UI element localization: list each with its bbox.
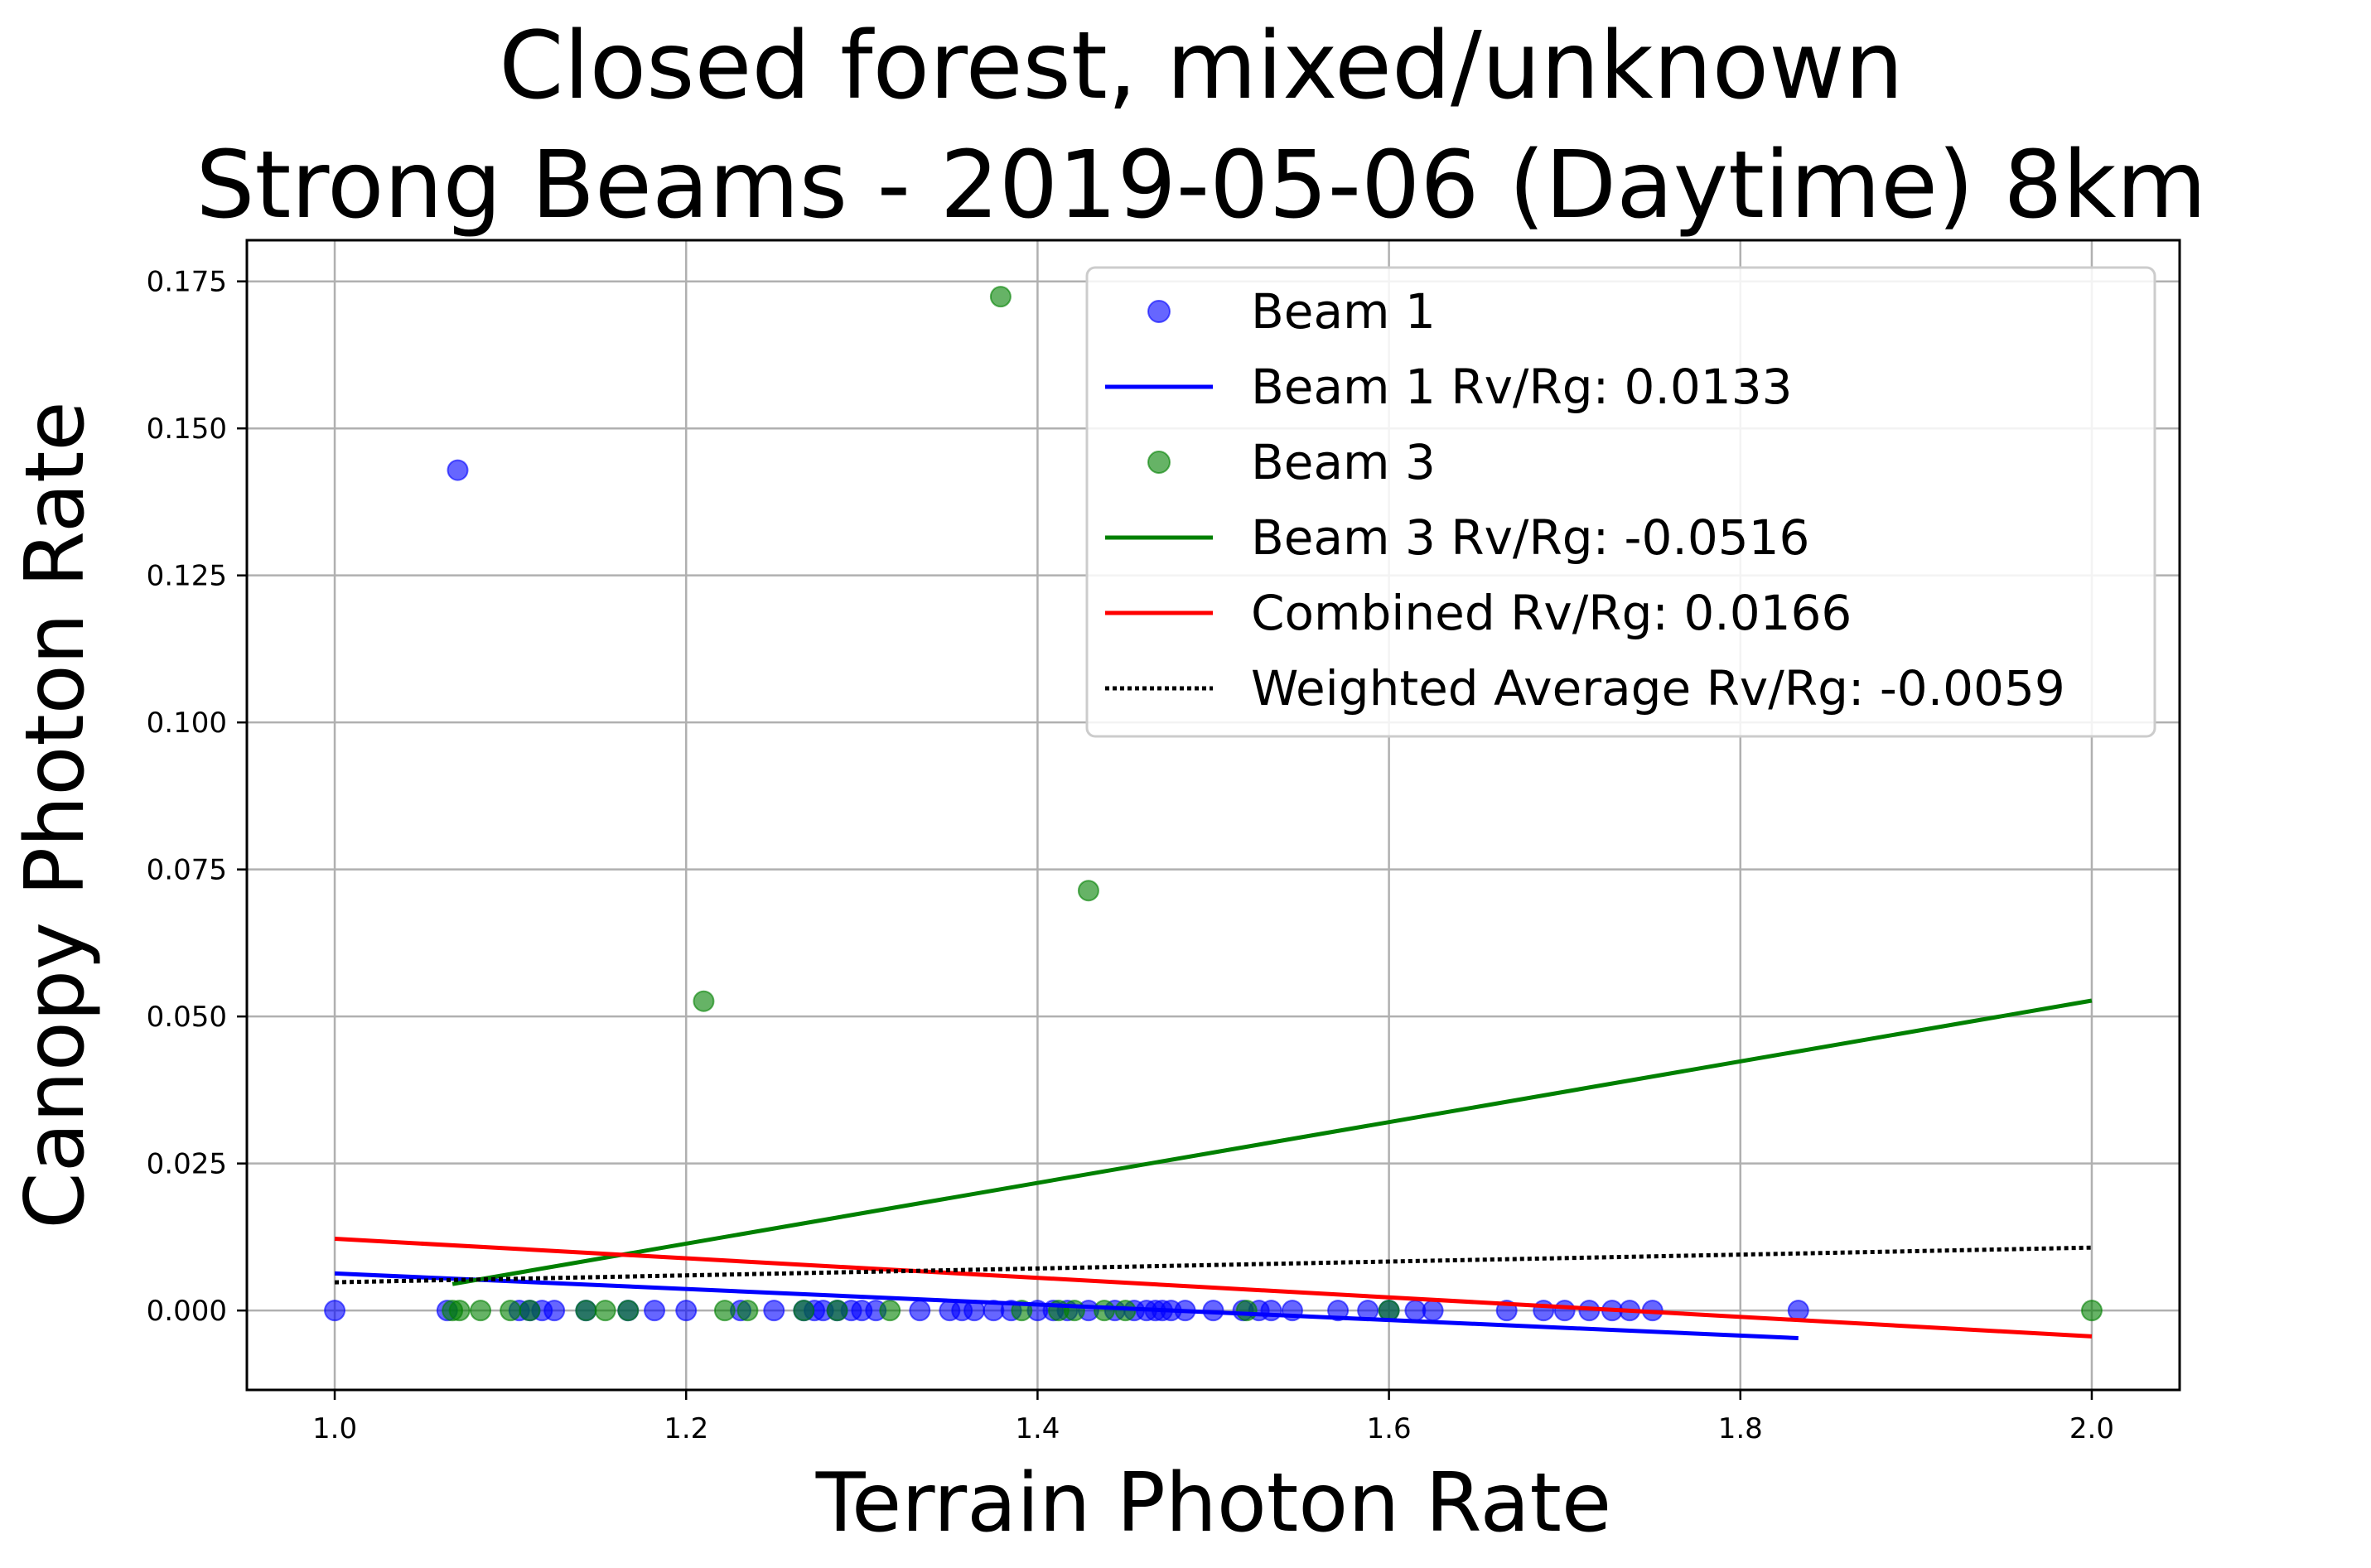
scatter-point-beam-1 [909, 1300, 931, 1322]
scatter-point-beam-1 [675, 1300, 698, 1322]
legend-marker [1147, 300, 1171, 323]
fit-line-1 [334, 1271, 1799, 1341]
scatter-point-beam-1 [1327, 1300, 1350, 1322]
scatter-point-beam-3 [879, 1300, 901, 1322]
y-tick-label: 0.100 [147, 707, 227, 740]
scatter-point-beam-3 [594, 1300, 616, 1322]
scatter-point-beam-3 [736, 1300, 759, 1322]
scatter-point-beam-3 [826, 1300, 848, 1322]
y-axis-ticks: 0.000 0.025 0.050 0.075 0.100 0.125 0.150 0.175 [147, 266, 247, 1328]
scatter-point-beam-3 [1077, 880, 1099, 902]
y-tick-label: 0.050 [147, 1001, 227, 1034]
scatter-point-beam-1 [1787, 1300, 1809, 1322]
y-tick-label: 0.150 [147, 413, 227, 446]
scatter-point-beam-3 [575, 1300, 597, 1322]
legend-label: Weighted Average Rv/Rg: -0.0059 [1251, 660, 2065, 716]
scatter-point-beam-1 [763, 1300, 785, 1322]
scatter-point-beam-3 [2080, 1300, 2103, 1322]
chart-title-line-2: Strong Beams - 2019-05-06 (Daytime) 8km [196, 132, 2206, 239]
scatter-point-beam-3 [1235, 1300, 1258, 1322]
scatter-point-beam-1 [1422, 1300, 1444, 1322]
scatter-point-beam-3 [1063, 1300, 1085, 1322]
scatter-point-beam-1 [1260, 1300, 1282, 1322]
legend-label: Beam 3 [1251, 434, 1436, 490]
scatter-point-beam-3 [519, 1300, 541, 1322]
chart-title-line-1: Closed forest, mixed/unknown [499, 12, 1903, 120]
y-tick-label: 0.025 [147, 1148, 227, 1181]
legend-label: Beam 1 Rv/Rg: 0.0133 [1251, 359, 1793, 415]
scatter-point-beam-3 [989, 286, 1012, 308]
scatter-point-beam-1 [324, 1300, 346, 1322]
x-axis-ticks: 1.0 1.2 1.4 1.6 1.8 2.0 [312, 1390, 2114, 1445]
y-tick-label: 0.125 [147, 560, 227, 593]
y-tick-label: 0.000 [147, 1295, 227, 1328]
scatter-point-beam-1 [447, 459, 469, 481]
legend-marker [1147, 451, 1171, 474]
fit-line-4 [334, 1237, 2093, 1339]
scatter-point-beam-3 [617, 1300, 640, 1322]
scatter-point-beam-3 [1094, 1300, 1116, 1322]
plot-marks [324, 286, 2103, 1341]
x-tick-label: 2.0 [2069, 1412, 2114, 1445]
legend: Beam 1 Beam 1 Rv/Rg: 0.0133 Beam 3 Beam 3 R… [1085, 266, 2156, 738]
scatter-point-beam-3 [500, 1300, 522, 1322]
fit-line-5 [334, 1245, 2093, 1285]
legend-box [1085, 266, 2156, 738]
y-axis-label: Canopy Photon Rate [8, 401, 103, 1228]
scatter-point-beam-3 [1378, 1300, 1400, 1322]
y-tick-label: 0.075 [147, 854, 227, 887]
x-tick-label: 1.2 [664, 1412, 708, 1445]
x-tick-label: 1.6 [1367, 1412, 1412, 1445]
y-tick-label: 0.175 [147, 266, 227, 299]
legend-label: Combined Rv/Rg: 0.0166 [1251, 585, 1852, 641]
scatter-point-beam-3 [713, 1300, 736, 1322]
x-tick-label: 1.0 [312, 1412, 357, 1445]
scatter-point-beam-3 [693, 990, 715, 1012]
scatter-point-beam-3 [448, 1300, 471, 1322]
x-axis-label: Terrain Photon Rate [815, 1456, 1611, 1551]
plot-frame [245, 239, 2181, 1392]
scatter-point-beam-1 [1553, 1300, 1576, 1322]
scatter-point-beam-3 [793, 1300, 815, 1322]
scatter-point-beam-3 [470, 1300, 492, 1322]
legend-label: Beam 1 [1251, 283, 1436, 340]
legend-label: Beam 3 Rv/Rg: -0.0516 [1251, 509, 1809, 566]
scatter-point-beam-1 [644, 1300, 666, 1322]
x-tick-label: 1.8 [1718, 1412, 1763, 1445]
fit-line-3 [452, 998, 2093, 1286]
x-tick-label: 1.4 [1015, 1412, 1060, 1445]
scatter-point-beam-1 [543, 1300, 566, 1322]
